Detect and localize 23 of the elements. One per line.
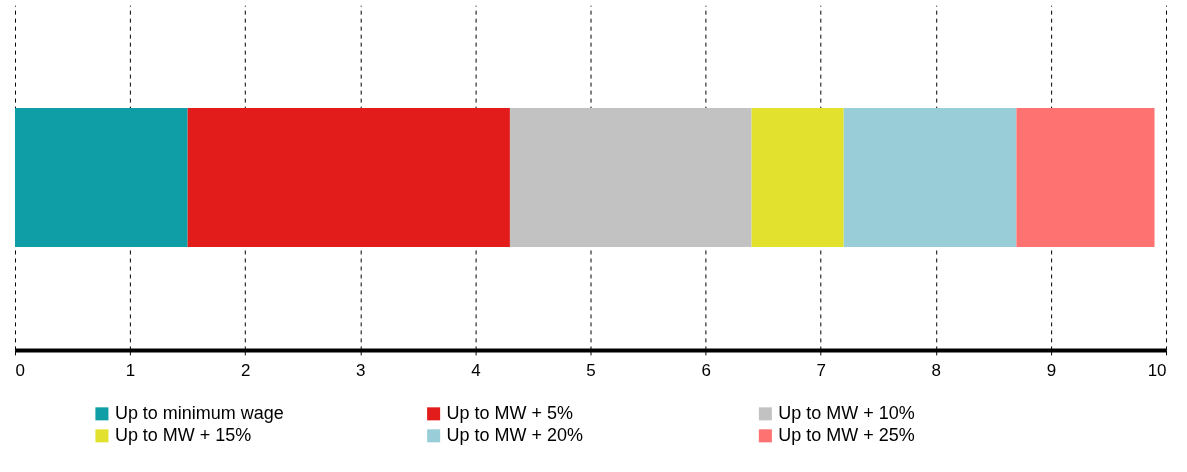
bar bbox=[509, 108, 752, 247]
legend-label: Up to MW + 15% bbox=[114, 424, 252, 445]
x-tick-label: 10 bbox=[1147, 361, 1167, 381]
bar bbox=[751, 108, 844, 247]
x-tick-label: 0 bbox=[15, 361, 25, 381]
legend-label: Up to minimum wage bbox=[114, 402, 284, 423]
x-tick-label: 8 bbox=[931, 361, 942, 381]
bar bbox=[187, 108, 510, 247]
x-tick-label: 5 bbox=[586, 361, 596, 381]
bar bbox=[843, 108, 1017, 247]
x-tick-label: 7 bbox=[816, 361, 826, 381]
x-tick-label: 2 bbox=[240, 361, 251, 381]
legend-label: Up to MW + 25% bbox=[778, 424, 915, 445]
bar bbox=[1016, 108, 1155, 247]
x-tick-label: 9 bbox=[1046, 361, 1057, 381]
x-tick-label: 4 bbox=[471, 361, 481, 381]
legend-label: Up to MW + 10% bbox=[778, 402, 915, 423]
x-tick-label: 1 bbox=[125, 361, 136, 381]
x-tick-label: 3 bbox=[356, 361, 366, 381]
x-tick-label: 6 bbox=[701, 361, 711, 381]
legend-label: Up to MW + 20% bbox=[446, 424, 583, 445]
bar bbox=[14, 108, 188, 247]
legend-label: Up to MW + 5% bbox=[446, 402, 573, 423]
